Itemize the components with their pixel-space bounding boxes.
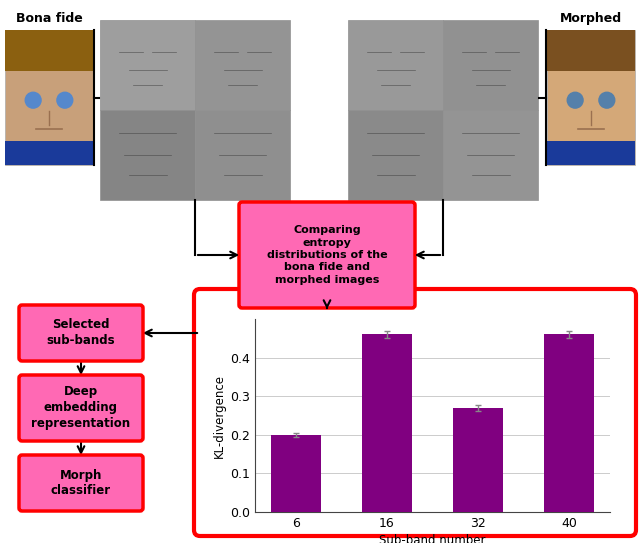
FancyBboxPatch shape	[19, 455, 143, 511]
Text: Bona fide: Bona fide	[15, 12, 83, 25]
Bar	[5, 30, 93, 165]
FancyBboxPatch shape	[239, 202, 415, 308]
X-axis label: Sub-band number: Sub-band number	[380, 534, 486, 543]
Circle shape	[57, 92, 73, 108]
Text: Morph
classifier: Morph classifier	[51, 469, 111, 497]
Text: Comparing
entropy
distributions of the
bona fide and
morphed images: Comparing entropy distributions of the b…	[267, 225, 387, 285]
Bar	[271, 435, 321, 512]
Circle shape	[567, 92, 583, 108]
Bar	[547, 30, 635, 165]
Circle shape	[25, 92, 41, 108]
Bar	[5, 141, 93, 165]
FancyBboxPatch shape	[19, 375, 143, 441]
Circle shape	[599, 92, 615, 108]
Bar	[443, 20, 538, 110]
Text: Deep
embedding
representation: Deep embedding representation	[31, 386, 131, 431]
FancyBboxPatch shape	[19, 305, 143, 361]
Bar	[547, 30, 635, 71]
Bar	[348, 20, 443, 110]
Bar	[100, 110, 195, 200]
Bar	[5, 30, 93, 71]
Bar	[443, 110, 538, 200]
Bar	[544, 334, 594, 512]
Bar	[362, 334, 412, 512]
FancyBboxPatch shape	[194, 289, 636, 536]
Y-axis label: KL-divergence: KL-divergence	[213, 374, 226, 458]
Bar	[348, 110, 443, 200]
Bar	[547, 141, 635, 165]
Bar	[195, 20, 290, 110]
Bar	[195, 110, 290, 200]
Bar	[100, 20, 195, 110]
Text: Selected
sub-bands: Selected sub-bands	[47, 319, 115, 348]
Text: Morphed: Morphed	[560, 12, 622, 25]
Bar	[453, 408, 503, 512]
